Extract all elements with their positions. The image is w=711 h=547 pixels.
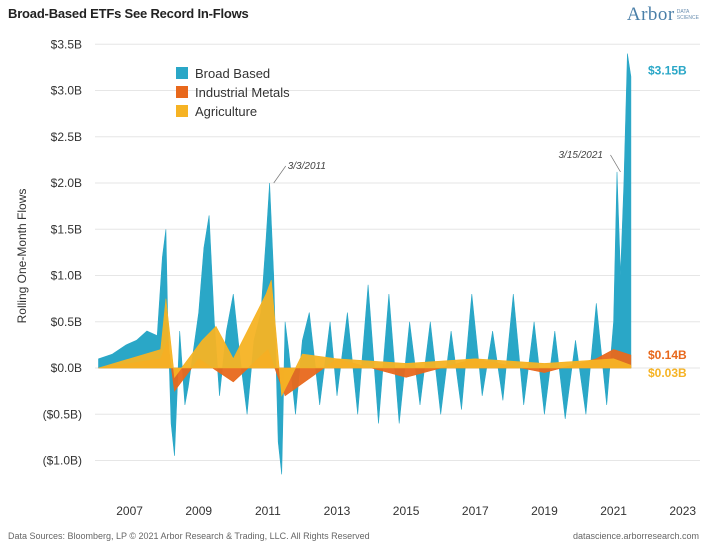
- x-tick-label: 2013: [324, 504, 351, 518]
- annotation-label: 3/15/2021: [558, 150, 603, 161]
- site-url: datascience.arborresearch.com: [572, 531, 699, 541]
- y-tick-label: $3.0B: [51, 84, 82, 98]
- y-axis-ticks: ($1.0B) ($0.5B) $0.0B $0.5B $1.0B $1.5B $2.0B $…: [43, 37, 82, 467]
- legend-label: Agriculture: [195, 104, 257, 119]
- legend-swatch: [176, 86, 188, 98]
- annotation-leader: [273, 165, 287, 184]
- x-tick-label: 2007: [116, 504, 143, 518]
- arbor-logo: Arbor DATA SCIENCE: [627, 4, 699, 26]
- x-tick-label: 2021: [600, 504, 627, 518]
- logo-subtext: DATA SCIENCE: [677, 9, 699, 21]
- y-tick-label: $2.5B: [51, 130, 82, 144]
- annotation-leader: [610, 154, 621, 173]
- annotation-label: 3/3/2011: [288, 161, 326, 172]
- x-tick-label: 2019: [531, 504, 558, 518]
- x-tick-label: 2015: [393, 504, 420, 518]
- series-areas: [98, 53, 632, 475]
- y-tick-label: $3.5B: [51, 37, 82, 51]
- y-tick-label: $2.0B: [51, 176, 82, 190]
- end-label: $3.15B: [648, 64, 687, 78]
- y-axis-label: Rolling One-Month Flows: [15, 189, 29, 324]
- legend: Broad Based Industrial Metals Agriculture: [176, 66, 290, 119]
- end-label: $0.14B: [648, 348, 687, 362]
- legend-swatch: [176, 67, 188, 79]
- data-source-note: Data Sources: Bloomberg, LP © 2021 Arbor…: [8, 531, 370, 541]
- x-tick-label: 2023: [669, 504, 696, 518]
- x-tick-label: 2017: [462, 504, 489, 518]
- end-labels: $3.15B $0.14B $0.03B: [648, 64, 687, 381]
- legend-swatch: [176, 105, 188, 117]
- y-tick-label: ($1.0B): [43, 454, 82, 468]
- x-tick-label: 2009: [185, 504, 212, 518]
- y-tick-label: $0.5B: [51, 315, 82, 329]
- y-tick-label: $1.0B: [51, 269, 82, 283]
- grid-lines: [95, 43, 700, 461]
- y-tick-label: $0.0B: [51, 361, 82, 375]
- logo-wordmark: Arbor: [626, 4, 675, 25]
- annotations: 3/3/2011 3/15/2021: [273, 150, 621, 184]
- x-tick-label: 2011: [255, 504, 281, 518]
- end-label: $0.03B: [648, 366, 687, 380]
- series-area-agriculture: [98, 279, 632, 397]
- legend-label: Broad Based: [195, 66, 270, 81]
- logo-sub-science: SCIENCE: [676, 15, 699, 21]
- y-tick-label: $1.5B: [51, 222, 82, 236]
- legend-label: Industrial Metals: [195, 85, 290, 100]
- y-tick-label: ($0.5B): [43, 407, 82, 421]
- chart-title: Broad-Based ETFs See Record In-Flows: [8, 6, 249, 21]
- x-axis-ticks: 2007 2009 2011 2013 2015 2017 2019 2021 2023: [116, 504, 696, 518]
- logo-sub-data: DATA: [676, 9, 690, 15]
